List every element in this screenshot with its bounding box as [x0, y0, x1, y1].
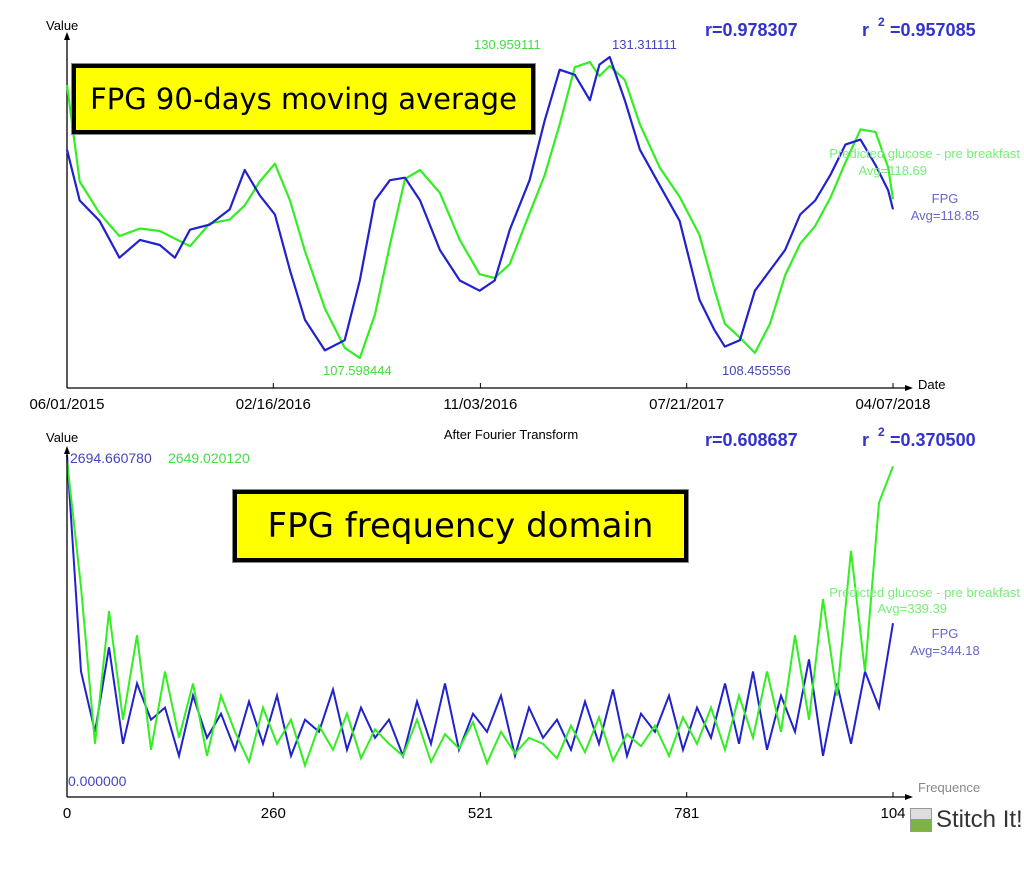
top-x-tick-label: 07/21/2017: [649, 396, 724, 413]
top-max-blue-label: 131.311111: [612, 37, 677, 52]
bottom-series-predicted-line: [66, 460, 894, 769]
bottom-y-arrow: [64, 446, 70, 454]
top-y-arrow: [64, 32, 70, 40]
top-legend-green-name: Predicted glucose - pre breakfast: [829, 146, 1020, 161]
top-r-value: r=0.978307: [705, 20, 798, 40]
bottom-legend-blue-avg: Avg=344.18: [910, 643, 980, 658]
bottom-chart: Value Frequence After Fourier Transform …: [46, 425, 1020, 822]
bottom-x-tick-label: 521: [468, 805, 493, 822]
bottom-y-label: Value: [46, 430, 78, 445]
bottom-r-value: r=0.608687: [705, 430, 798, 450]
top-banner: FPG 90-days moving average: [72, 64, 535, 134]
top-max-green-label: 130.959111: [474, 37, 541, 52]
top-chart: Value Date 06/01/2015 02/16/2016 11/03/201…: [29, 15, 1020, 413]
bottom-legend-blue-name: FPG: [932, 626, 959, 641]
top-min-blue-label: 108.455556: [722, 363, 791, 378]
top-x-tick-label: 04/07/2018: [855, 396, 930, 413]
bottom-banner: FPG frequency domain: [233, 490, 688, 562]
top-series-predicted-line: [65, 60, 895, 360]
bottom-x-label: Frequence: [918, 780, 980, 795]
bottom-title: After Fourier Transform: [444, 427, 578, 442]
bottom-r2-prefix: r: [862, 430, 869, 450]
bottom-legend-green-name: Predicted glucose - pre breakfast: [829, 585, 1020, 600]
top-legend-green-avg: Avg=118.69: [858, 163, 927, 178]
bottom-r2-exp: 2: [878, 425, 885, 439]
bottom-x-arrow: [905, 794, 913, 800]
top-x-tick-label: 06/01/2015: [29, 396, 104, 413]
top-legend-blue-name: FPG: [932, 191, 959, 206]
bottom-series-fpg-line: [66, 454, 894, 760]
stitch-icon: [910, 808, 932, 832]
top-x-arrow: [905, 385, 913, 391]
top-r2-prefix: r: [862, 20, 869, 40]
bottom-legend-green-avg: Avg=339.39: [877, 601, 947, 616]
bottom-min-label: 0.000000: [68, 773, 127, 789]
top-series-fpg-line: [65, 55, 895, 352]
bottom-x-tick-label: 260: [261, 805, 286, 822]
top-legend-blue-avg: Avg=118.85: [911, 208, 980, 223]
watermark: Stitch It!: [910, 807, 1023, 833]
bottom-max-blue-label: 2694.660780: [70, 450, 152, 466]
bottom-r2-value: =0.370500: [890, 430, 976, 450]
bottom-max-green-label: 2649.020120: [168, 450, 250, 466]
bottom-x-tick-label: 104: [880, 805, 905, 822]
top-r2-value: =0.957085: [890, 20, 976, 40]
top-x-tick-label: 02/16/2016: [236, 396, 311, 413]
top-min-green-label: 107.598444: [323, 363, 392, 378]
top-y-label: Value: [46, 18, 78, 33]
watermark-text: Stitch It!: [936, 806, 1023, 833]
top-x-tick-label: 11/03/2016: [443, 396, 517, 413]
bottom-x-tick-label: 781: [674, 805, 699, 822]
top-x-label: Date: [918, 377, 945, 392]
bottom-x-tick-label: 0: [63, 805, 71, 822]
top-r2-exp: 2: [878, 15, 885, 29]
